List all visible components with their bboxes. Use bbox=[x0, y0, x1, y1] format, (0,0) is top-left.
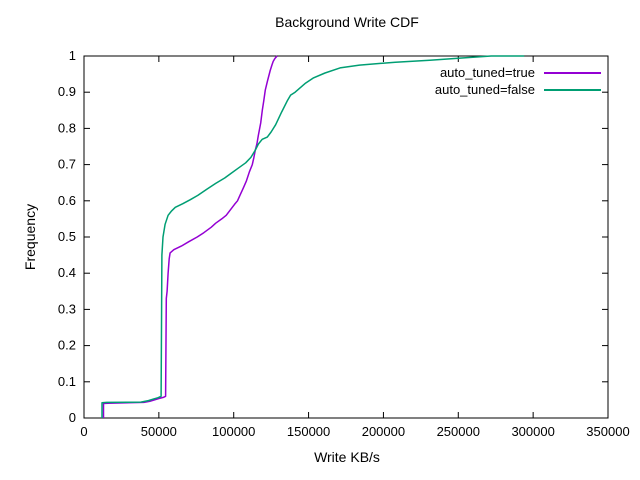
x-tick-label: 50000 bbox=[141, 424, 177, 439]
y-tick-label: 0.4 bbox=[58, 265, 76, 280]
x-axis-label: Write KB/s bbox=[314, 449, 380, 465]
legend-entry-auto-tuned-true: auto_tuned=true bbox=[435, 64, 601, 81]
legend-label-auto-tuned-true: auto_tuned=true bbox=[439, 65, 535, 80]
legend-label-auto-tuned-false: auto_tuned=false bbox=[434, 82, 535, 97]
x-tick-label: 300000 bbox=[511, 424, 554, 439]
x-tick-label: 200000 bbox=[362, 424, 405, 439]
y-tick-label: 0.2 bbox=[58, 338, 76, 353]
y-tick-label: 0.5 bbox=[58, 229, 76, 244]
series-line-auto-tuned-false bbox=[101, 55, 525, 418]
legend-line-sample-auto-tuned-true bbox=[544, 71, 601, 74]
y-tick-label: 0.7 bbox=[58, 157, 76, 172]
y-tick-label: 0 bbox=[69, 410, 76, 425]
x-tick-label: 350000 bbox=[586, 424, 629, 439]
y-tick-label: 0.1 bbox=[58, 374, 76, 389]
legend-line-sample-auto-tuned-false bbox=[544, 88, 601, 91]
y-tick-label: 0.8 bbox=[58, 120, 76, 135]
x-tick-label: 250000 bbox=[437, 424, 480, 439]
x-tick-label: 100000 bbox=[212, 424, 255, 439]
legend-entry-auto-tuned-false: auto_tuned=false bbox=[435, 81, 601, 98]
y-tick-label: 0.6 bbox=[58, 193, 76, 208]
y-tick-label: 0.3 bbox=[58, 301, 76, 316]
y-tick-label: 1 bbox=[69, 48, 76, 63]
chart-title: Background Write CDF bbox=[275, 14, 419, 30]
x-tick-label: 0 bbox=[80, 424, 87, 439]
y-tick-label: 0.9 bbox=[58, 84, 76, 99]
x-tick-label: 150000 bbox=[287, 424, 330, 439]
legend: auto_tuned=true auto_tuned=false bbox=[435, 64, 601, 98]
y-axis-label: Frequency bbox=[22, 203, 38, 271]
series-line-auto-tuned-true bbox=[102, 55, 278, 418]
